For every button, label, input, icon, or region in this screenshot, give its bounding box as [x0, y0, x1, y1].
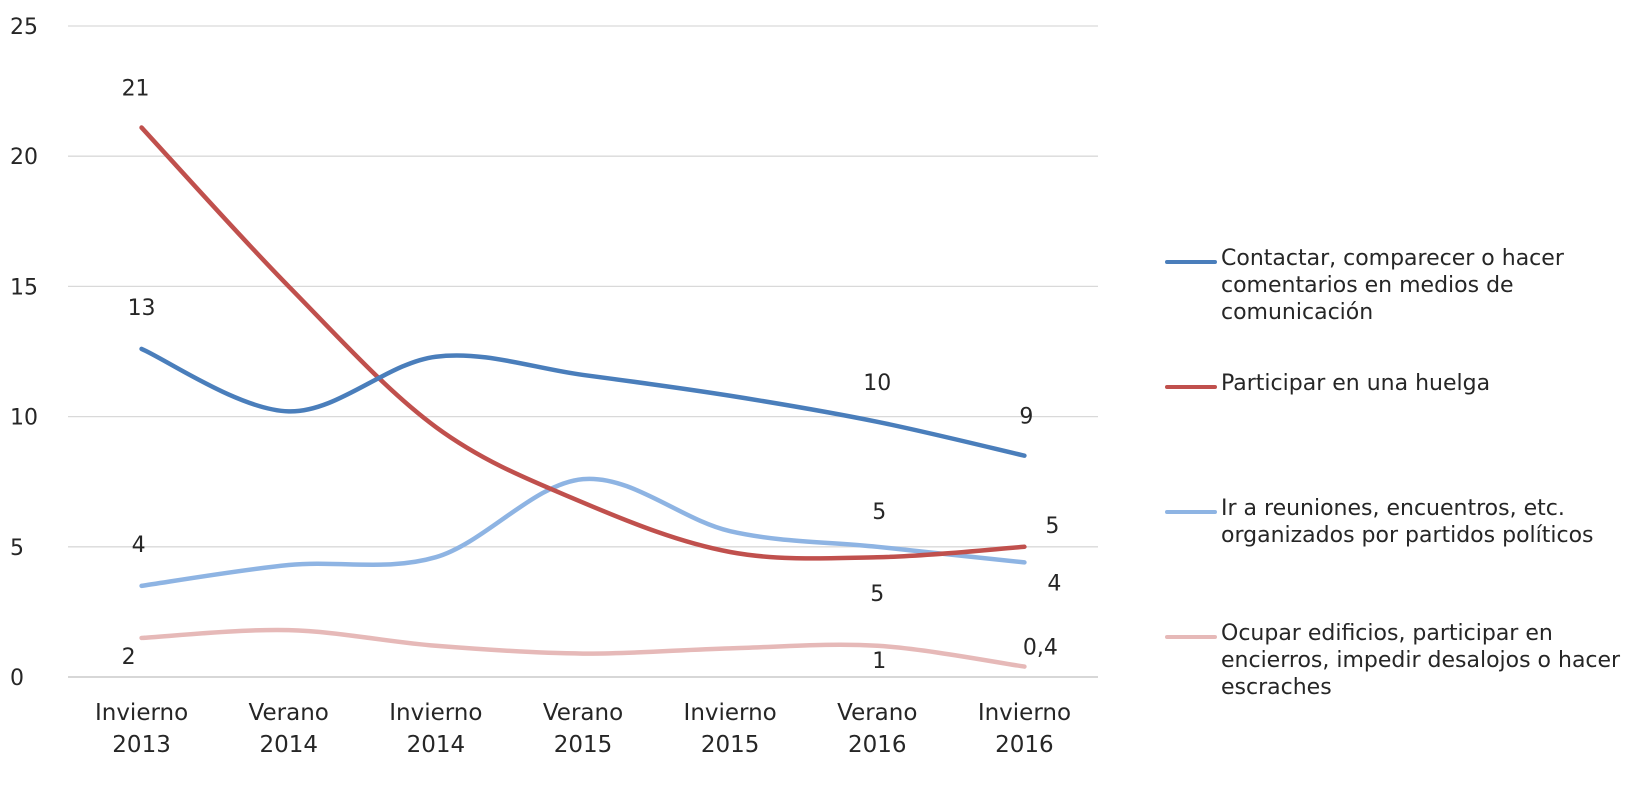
x-tick-label: Invierno 2014 — [389, 700, 482, 758]
x-tick-label: Verano 2015 — [543, 700, 623, 758]
data-label: 10 — [863, 371, 891, 396]
series-line-3 — [139, 627, 1027, 669]
y-tick-label: 20 — [10, 145, 38, 170]
y-tick-label: 10 — [10, 406, 38, 431]
series-line-0 — [139, 346, 1027, 458]
y-tick-label: 15 — [10, 275, 38, 300]
x-tick-label: Invierno 2016 — [978, 700, 1071, 758]
data-label: 2 — [122, 645, 136, 670]
x-axis: Invierno 2013 Verano 2014 Invierno 2014 Verano… — [95, 700, 1071, 758]
legend-item-reuniones[interactable]: Ir a reuniones, encuentros, etc. organiz… — [1165, 495, 1649, 549]
y-tick-label: 5 — [10, 536, 24, 561]
data-label: 5 — [872, 500, 886, 525]
data-label: 4 — [1047, 571, 1061, 596]
legend-swatch-ocupar — [1165, 635, 1217, 639]
y-tick-label: 25 — [10, 15, 38, 40]
legend-swatch-contactar — [1165, 260, 1217, 264]
gridlines — [68, 25, 1098, 678]
series-line-1 — [139, 125, 1027, 561]
legend-item-ocupar[interactable]: Ocupar edificios, participar en encierro… — [1165, 620, 1649, 701]
series-line-2 — [139, 476, 1027, 589]
x-tick-label: Verano 2014 — [249, 700, 329, 758]
data-label: 21 — [122, 77, 150, 102]
legend-swatch-reuniones — [1165, 510, 1217, 514]
legend-swatch-huelga — [1165, 385, 1217, 389]
data-label: 13 — [128, 296, 156, 321]
legend-label-ocupar: Ocupar edificios, participar en encierro… — [1221, 621, 1621, 700]
x-tick-label: Verano 2016 — [837, 700, 917, 758]
y-axis: 0 5 10 15 20 25 — [10, 15, 38, 691]
data-label: 0,4 — [1023, 636, 1058, 661]
data-label: 5 — [870, 582, 884, 607]
legend-item-contactar[interactable]: Contactar, comparecer o hacer comentario… — [1165, 245, 1649, 326]
data-label: 9 — [1019, 405, 1033, 430]
series-lines — [139, 125, 1027, 669]
legend-item-huelga[interactable]: Participar en una huelga — [1165, 370, 1649, 397]
legend-label-contactar: Contactar, comparecer o hacer comentario… — [1221, 246, 1564, 325]
legend-label-reuniones: Ir a reuniones, encuentros, etc. organiz… — [1221, 496, 1594, 548]
data-label: 5 — [1045, 514, 1059, 539]
legend: Contactar, comparecer o hacer comentario… — [1165, 0, 1649, 796]
data-label: 4 — [132, 533, 146, 558]
x-tick-label: Invierno 2015 — [684, 700, 777, 758]
y-tick-label: 0 — [10, 666, 24, 691]
legend-label-huelga: Participar en una huelga — [1221, 371, 1491, 396]
data-label: 1 — [872, 649, 886, 674]
x-tick-label: Invierno 2013 — [95, 700, 188, 758]
